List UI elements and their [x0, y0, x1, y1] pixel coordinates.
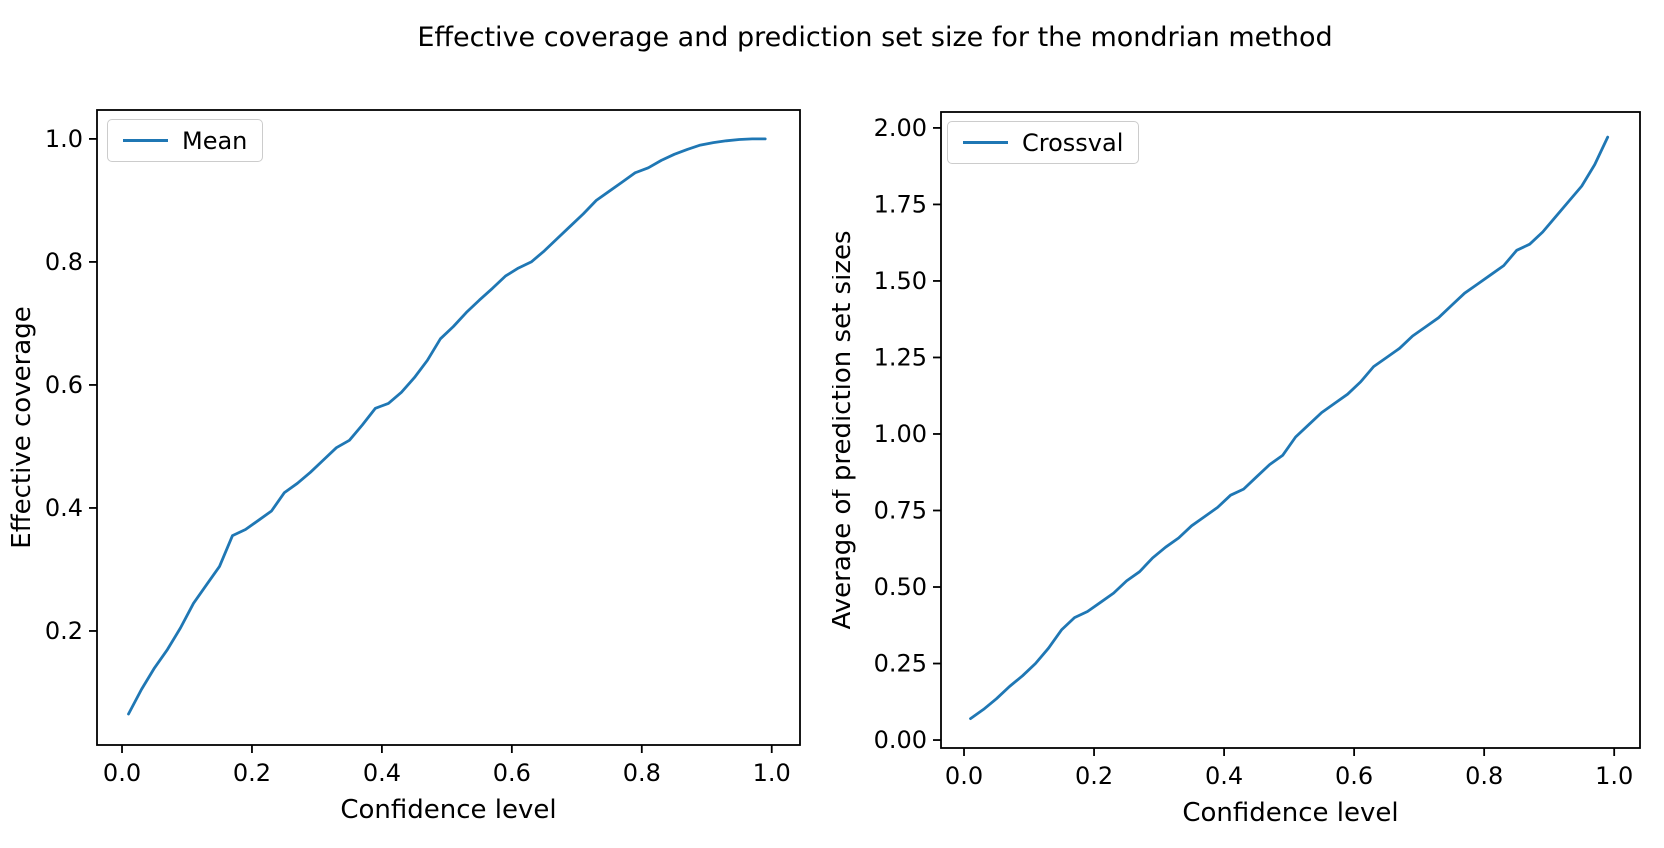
y-tick-label: 1.75 — [874, 190, 927, 218]
x-axis-label: Confidence level — [340, 795, 556, 825]
y-tick-label: 0.8 — [45, 248, 83, 276]
crossval-series-line — [969, 135, 1610, 720]
x-tick-label: 0.8 — [623, 759, 661, 787]
x-tick-label: 0.6 — [493, 759, 531, 787]
y-tick-label: 1.25 — [874, 343, 927, 371]
y-tick-label: 0.00 — [874, 726, 927, 754]
legend-crossval-label: Crossval — [1022, 128, 1124, 157]
y-tick-label: 1.0 — [45, 125, 83, 153]
plot-border — [940, 111, 1641, 749]
x-tick-label: 0.0 — [103, 759, 141, 787]
mean-line-swatch — [123, 139, 168, 142]
y-tick-label: 0.75 — [874, 496, 927, 524]
y-tick-label: 0.50 — [874, 573, 927, 601]
y-tick-label: 0.4 — [45, 494, 83, 522]
x-tick-label: 1.0 — [753, 759, 791, 787]
legend-mean-label: Mean — [182, 126, 248, 155]
y-axis-label: Effective coverage — [7, 306, 37, 548]
plot-border — [96, 109, 801, 746]
legend-mean: Mean — [107, 119, 264, 162]
mean-series-line — [127, 137, 767, 716]
x-tick-label: 0.4 — [1205, 762, 1243, 790]
y-axis-label: Average of prediction set sizes — [832, 230, 857, 629]
y-tick-label: 2.00 — [874, 114, 927, 142]
y-tick-label: 1.50 — [874, 267, 927, 295]
y-tick-label: 1.00 — [874, 420, 927, 448]
x-tick-label: 0.0 — [945, 762, 983, 790]
coverage-chart: 0.0 0.2 0.4 0.6 0.8 1.0 0.2 0.4 0.6 0.8 1.0 Confide… — [7, 109, 801, 825]
x-tick-label: 0.6 — [1335, 762, 1373, 790]
y-tick-label: 0.6 — [45, 371, 83, 399]
y-tick-label: 0.2 — [45, 617, 83, 645]
set-size-chart: 0.0 0.2 0.4 0.6 0.8 1.0 0.00 0.25 0.50 0.75 1.00 1.… — [832, 111, 1641, 828]
crossval-line-swatch — [963, 141, 1008, 144]
x-tick-label: 1.0 — [1595, 762, 1633, 790]
x-tick-label: 0.8 — [1465, 762, 1503, 790]
y-tick-label: 0.25 — [874, 650, 927, 678]
figure-title: Effective coverage and prediction set si… — [417, 22, 1333, 53]
legend-crossval: Crossval — [947, 121, 1140, 164]
x-tick-label: 0.4 — [363, 759, 401, 787]
x-tick-label: 0.2 — [1075, 762, 1113, 790]
x-axis-label: Confidence level — [1182, 798, 1398, 828]
x-tick-label: 0.2 — [233, 759, 271, 787]
